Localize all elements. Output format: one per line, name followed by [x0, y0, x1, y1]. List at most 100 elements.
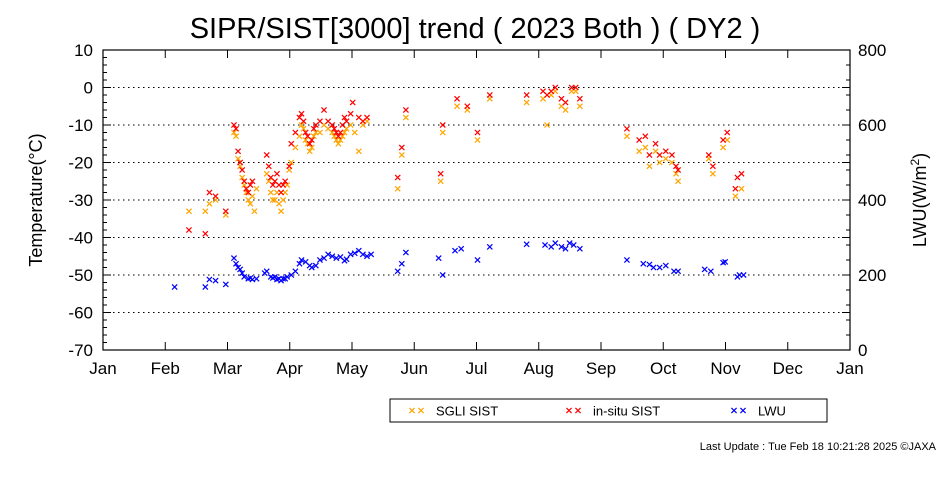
y-axis-label: Temperature(°C) [26, 133, 46, 266]
data-point [439, 129, 446, 136]
data-point [636, 136, 643, 144]
x-tick-label: Sep [586, 359, 616, 378]
data-point [343, 256, 350, 263]
data-point [646, 261, 653, 268]
data-point [368, 251, 375, 258]
data-point [333, 255, 340, 262]
data-point [566, 240, 573, 247]
data-point [673, 170, 680, 177]
data-point [280, 196, 287, 204]
legend-marker [574, 407, 582, 414]
y-tick-label: -10 [68, 116, 93, 135]
data-point [316, 118, 323, 125]
data-point [241, 178, 248, 185]
x-tick-label: Jan [89, 359, 116, 378]
series-lwu [171, 240, 747, 291]
data-point [280, 275, 287, 282]
data-point [278, 189, 285, 196]
x-tick-label: Jul [466, 359, 488, 378]
data-point [738, 170, 745, 177]
last-update-text: Last Update : Tue Feb 18 10:21:28 2025 ©… [700, 441, 937, 453]
y2-tick-label: 600 [858, 116, 886, 135]
data-point [402, 249, 409, 256]
data-point [646, 151, 653, 159]
data-point [720, 136, 727, 144]
data-point [439, 271, 446, 279]
data-point [302, 129, 309, 136]
legend-marker [565, 407, 573, 414]
data-point [544, 121, 551, 129]
data-point [298, 110, 305, 117]
data-point [451, 247, 459, 254]
data-point [394, 185, 401, 192]
x-axis: Jan Feb Mar Apr May Jun Jul Aug Sep Oct Nov Dec Jan [89, 50, 864, 378]
data-point [398, 151, 405, 159]
data-point [230, 121, 238, 129]
data-point [673, 163, 680, 170]
x-tick-label: Apr [277, 359, 304, 378]
data-point [206, 189, 213, 196]
data-point [298, 121, 305, 129]
data-point [202, 283, 209, 291]
data-point [308, 264, 315, 271]
data-point [709, 163, 716, 170]
data-point [394, 174, 401, 181]
data-point [486, 91, 493, 99]
data-point [705, 151, 712, 159]
x-tick-label: Jan [836, 359, 863, 378]
data-point [206, 200, 213, 207]
data-point [230, 129, 238, 136]
data-point [662, 262, 669, 269]
data-point [288, 159, 295, 166]
data-point [325, 251, 332, 258]
data-point [454, 95, 461, 102]
data-point [308, 144, 315, 151]
data-point [233, 260, 240, 267]
data-point [662, 155, 669, 162]
data-point [316, 129, 323, 136]
y-tick-label: 0 [84, 79, 93, 98]
data-points [171, 84, 747, 291]
data-point [331, 125, 338, 132]
data-point [570, 241, 577, 249]
data-point [552, 240, 559, 247]
data-point [402, 114, 409, 121]
data-point [316, 256, 323, 264]
data-point [306, 148, 313, 155]
legend-label: SGLI SIST [436, 404, 498, 419]
data-point [675, 178, 682, 185]
data-point [523, 91, 530, 99]
data-point [439, 121, 446, 129]
data-point [347, 110, 354, 117]
data-point [245, 189, 252, 196]
y-tick-label: 10 [74, 41, 93, 60]
y-tick-label: -60 [68, 304, 93, 323]
data-point [296, 260, 303, 267]
y2-tick-label: 800 [858, 41, 886, 60]
data-point [280, 181, 287, 189]
data-point [398, 144, 405, 151]
legend-label: in-situ SIST [593, 404, 660, 419]
data-point [329, 253, 336, 260]
data-point [185, 208, 192, 215]
data-point [558, 243, 565, 250]
y-axis-right: 800 600 400 200 0 [842, 41, 886, 360]
legend-marker [408, 407, 416, 414]
data-point [337, 136, 344, 144]
data-point [251, 208, 258, 215]
data-point [230, 255, 238, 262]
data-point [542, 241, 549, 249]
data-point [235, 148, 242, 155]
data-point [171, 283, 178, 291]
data-point [722, 258, 729, 265]
data-point [398, 260, 405, 267]
data-point [265, 163, 272, 170]
data-point [282, 178, 289, 185]
data-point [675, 166, 682, 174]
data-point [239, 270, 246, 277]
data-point [284, 273, 291, 280]
x-tick-label: Dec [773, 359, 804, 378]
y-tick-label: -70 [68, 341, 93, 360]
data-point [310, 133, 317, 140]
